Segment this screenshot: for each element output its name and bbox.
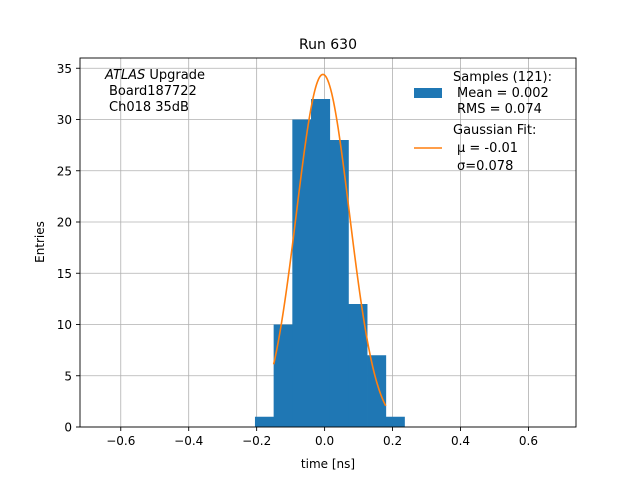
histogram-bars [254,99,405,427]
legend-samples-rms: RMS = 0.074 [457,102,542,117]
legend-samples-title: Samples (121): [453,70,552,85]
x-tick-label-0: −0.6 [106,434,135,448]
y-tick-label-3: 15 [57,267,72,281]
histogram-bar-3 [311,99,331,427]
y-axis-label: Entries [33,221,47,263]
atlas-annotation-rest: Upgrade [145,68,205,83]
histogram-bar-2 [292,119,312,427]
x-tick-label-2: −0.2 [242,434,271,448]
y-tick-label-7: 35 [57,62,72,76]
y-tick-label-0: 0 [64,421,72,435]
legend-fit-sigma: σ=0.078 [457,159,513,174]
x-tick-label-6: 0.6 [519,434,538,448]
y-tick-label-4: 20 [57,216,72,230]
legend-fit-mu: μ = -0.01 [457,141,518,156]
atlas-annotation-line3: Ch018 35dB [109,100,189,115]
atlas-annotation-italic: ATLAS [104,68,145,83]
histogram-bar-4 [329,140,349,427]
legend-samples-mean: Mean = 0.002 [457,86,549,101]
histogram-bar-0 [254,416,275,427]
histogram-bar-7 [385,416,405,427]
y-tick-label-1: 5 [64,369,72,383]
chart-title: Run 630 [299,37,357,53]
y-tick-label-6: 30 [57,113,72,127]
legend: Samples (121): Mean = 0.002 RMS = 0.074 … [414,70,552,174]
atlas-annotation-line2: Board187722 [109,84,197,99]
y-tick-label-2: 10 [57,318,72,332]
legend-fit-title: Gaussian Fit: [453,123,536,138]
gaussian-fit-curve [272,73,387,407]
x-tick-label-3: 0.0 [315,434,334,448]
legend-samples-swatch [414,88,442,98]
histogram-bar-6 [367,355,387,427]
x-tick-label-4: 0.2 [383,434,402,448]
histogram-bar-1 [273,324,293,427]
x-axis-label: time [ns] [301,457,355,471]
y-axis-ticks: 0 5 10 15 20 25 30 35 [57,62,80,435]
x-tick-label-1: −0.4 [174,434,203,448]
x-tick-label-5: 0.4 [451,434,470,448]
atlas-annotation-line1: ATLAS Upgrade [104,68,205,83]
plot-frame [79,57,577,428]
y-tick-label-5: 25 [57,164,72,178]
x-axis-ticks: −0.6 −0.4 −0.2 0.0 0.2 0.4 0.6 [106,427,538,448]
histogram-bar-5 [348,304,368,427]
